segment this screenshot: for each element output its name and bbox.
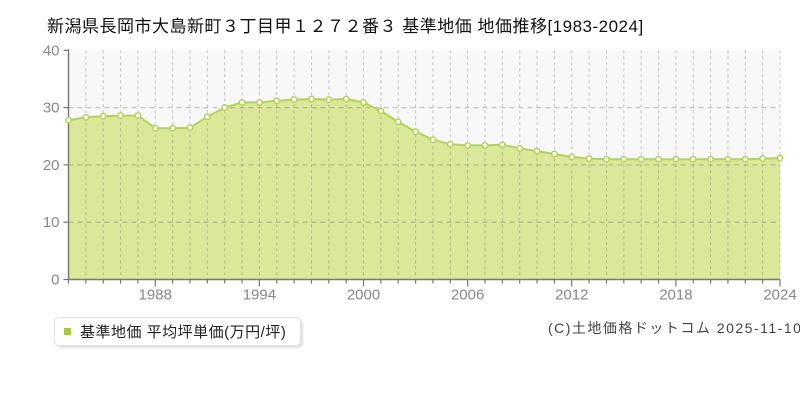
data-point-marker xyxy=(429,136,437,144)
data-point-marker xyxy=(498,141,506,149)
data-point-marker xyxy=(585,155,593,163)
legend: 基準地価 平均坪単価(万円/坪) xyxy=(54,317,302,346)
copyright: (C)土地価格ドットコム 2025-11-10 xyxy=(548,320,800,336)
data-point-marker xyxy=(394,118,402,126)
data-point-marker xyxy=(186,124,194,132)
data-point-marker xyxy=(689,155,697,163)
data-point-marker xyxy=(342,95,350,103)
data-point-marker xyxy=(308,95,315,103)
data-point-marker xyxy=(169,124,177,132)
y-axis-label: 10 xyxy=(43,214,60,231)
page-title: 新潟県長岡市大島新町３丁目甲１２７２番３ 基準地価 地価推移[1983-2024… xyxy=(47,17,644,36)
data-point-marker xyxy=(446,140,454,148)
data-point-marker xyxy=(290,96,298,104)
data-point-marker xyxy=(325,96,333,104)
data-point-marker xyxy=(273,97,281,105)
data-point-marker xyxy=(65,116,72,124)
x-axis-label: 2006 xyxy=(451,287,484,304)
data-point-marker xyxy=(655,155,662,163)
data-point-marker xyxy=(82,113,90,121)
area-series-fill xyxy=(68,99,780,280)
data-point-marker xyxy=(620,155,628,163)
data-point-marker xyxy=(759,155,767,163)
x-axis-label: 1994 xyxy=(243,287,276,304)
data-point-marker xyxy=(377,107,385,115)
legend-square-icon xyxy=(64,328,71,335)
data-point-marker xyxy=(776,154,784,162)
data-point-marker xyxy=(533,147,541,155)
y-axis-label: 40 xyxy=(43,42,60,59)
x-axis-label: 2024 xyxy=(763,287,796,304)
data-point-marker xyxy=(117,112,125,120)
data-point-marker xyxy=(255,98,263,106)
data-point-marker xyxy=(637,155,645,163)
data-point-marker xyxy=(568,153,576,161)
data-point-marker xyxy=(707,155,715,163)
data-point-marker xyxy=(221,104,229,112)
x-axis-label: 2012 xyxy=(555,287,588,304)
legend-label: 基準地価 平均坪単価(万円/坪) xyxy=(80,324,287,341)
x-axis-label: 1988 xyxy=(139,287,172,304)
x-axis-label: 2018 xyxy=(659,287,692,304)
data-point-marker xyxy=(203,113,211,121)
data-point-marker xyxy=(603,155,610,163)
data-point-marker xyxy=(360,98,367,106)
data-point-marker xyxy=(724,155,732,163)
data-point-marker xyxy=(151,124,159,132)
y-axis-label: 30 xyxy=(43,100,60,117)
data-point-marker xyxy=(412,128,420,136)
data-point-marker xyxy=(741,155,749,163)
y-axis-label: 0 xyxy=(51,272,59,289)
data-point-marker xyxy=(550,150,558,158)
data-point-marker xyxy=(516,144,524,152)
x-axis-label: 2000 xyxy=(347,287,380,304)
data-point-marker xyxy=(481,141,489,149)
y-axis-label: 20 xyxy=(43,157,60,174)
data-point-marker xyxy=(238,98,246,106)
data-point-marker xyxy=(99,112,107,120)
data-point-marker xyxy=(134,112,142,120)
data-point-marker xyxy=(464,141,472,149)
data-point-marker xyxy=(672,155,680,163)
